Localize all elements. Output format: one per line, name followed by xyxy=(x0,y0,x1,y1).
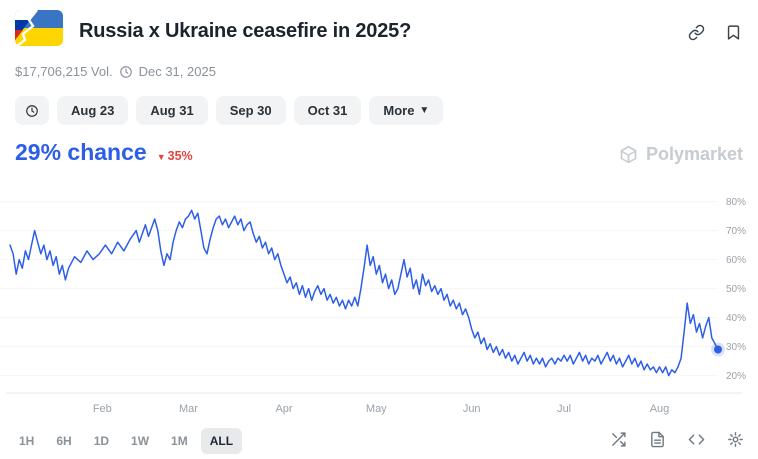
x-tick-label: May xyxy=(366,403,387,415)
y-tick-label: 70% xyxy=(726,226,746,237)
schedule-chip[interactable] xyxy=(15,96,49,125)
bookmark-icon[interactable] xyxy=(725,24,742,46)
y-tick-label: 60% xyxy=(726,255,746,266)
volume-text: $17,706,215 Vol. xyxy=(15,64,113,79)
date-chip-aug31[interactable]: Aug 31 xyxy=(136,96,208,125)
y-tick-label: 80% xyxy=(726,197,746,208)
price-chart[interactable]: 80% 70% 60% 50% 40% 30% 20% Feb Mar Apr May Jun Jul A… xyxy=(0,180,758,422)
share-link-icon[interactable] xyxy=(688,24,705,46)
clock-icon xyxy=(26,104,38,117)
polymarket-label: Polymarket xyxy=(645,144,743,164)
end-date-text: Dec 31, 2025 xyxy=(138,64,216,79)
price-change-value: 35% xyxy=(167,149,193,163)
x-tick-label: Mar xyxy=(179,403,198,415)
x-tick-label: Aug xyxy=(650,403,670,415)
settings-gear-icon[interactable] xyxy=(727,431,744,453)
range-all[interactable]: ALL xyxy=(200,428,243,454)
x-tick-label: Feb xyxy=(93,403,112,415)
range-6h[interactable]: 6H xyxy=(56,434,72,448)
date-chip-aug23[interactable]: Aug 23 xyxy=(57,96,129,125)
market-flag-image xyxy=(15,10,63,46)
range-1w[interactable]: 1W xyxy=(131,434,150,448)
date-chip-sep30[interactable]: Sep 30 xyxy=(215,96,286,125)
chip-label: Sep 30 xyxy=(229,103,272,118)
range-1m[interactable]: 1M xyxy=(171,434,188,448)
price-change: ▼ 35% xyxy=(157,149,193,163)
market-title: Russia x Ukraine ceasefire in 2025? xyxy=(79,20,412,42)
date-chip-oct31[interactable]: Oct 31 xyxy=(293,96,362,125)
compare-icon[interactable] xyxy=(610,431,627,453)
x-tick-label: Apr xyxy=(275,403,292,415)
clock-icon xyxy=(119,65,133,79)
y-tick-label: 50% xyxy=(726,284,746,295)
range-1d[interactable]: 1D xyxy=(93,434,110,448)
down-arrow-icon: ▼ xyxy=(156,152,166,162)
y-tick-label: 40% xyxy=(726,313,746,324)
more-label: More xyxy=(383,103,415,118)
chance-value: 29% chance xyxy=(15,139,147,165)
chip-label: Oct 31 xyxy=(307,103,348,118)
chevron-down-icon: ▼ xyxy=(419,105,430,116)
time-range-bar: 1H 6H 1D 1W 1M ALL xyxy=(10,428,243,454)
polymarket-watermark: Polymarket xyxy=(618,144,743,165)
y-tick-label: 20% xyxy=(726,371,746,382)
y-tick-label: 30% xyxy=(726,342,746,353)
chip-label: Aug 31 xyxy=(150,103,194,118)
x-tick-label: Jul xyxy=(557,403,571,415)
price-line xyxy=(9,209,719,377)
embed-code-icon[interactable] xyxy=(688,431,705,453)
more-dropdown[interactable]: More ▼ xyxy=(369,96,444,125)
document-icon[interactable] xyxy=(649,431,666,453)
date-filter-bar: Aug 23 Aug 31 Sep 30 Oct 31 More ▼ xyxy=(15,96,444,125)
current-point-dot xyxy=(714,345,722,354)
polymarket-logo-icon xyxy=(620,145,637,164)
chip-label: Aug 23 xyxy=(71,103,115,118)
range-1h[interactable]: 1H xyxy=(19,434,35,448)
x-tick-label: Jun xyxy=(463,403,481,415)
